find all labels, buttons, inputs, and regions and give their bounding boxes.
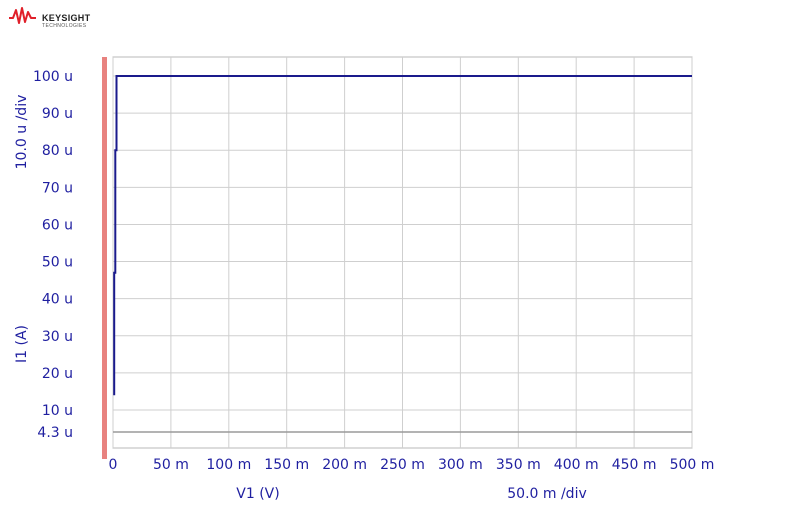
y-tick-labels: 100 u 90 u 80 u 70 u 60 u 50 u 40 u 30 u 20 u 10 … xyxy=(33,69,73,441)
x-tick-label: 200 m xyxy=(322,457,367,473)
y-axis-label: I1 (A) xyxy=(14,325,30,363)
y-tick-label: 80 u xyxy=(42,143,73,159)
x-scale-label: 50.0 m /div xyxy=(507,486,587,502)
y-scale-label: 10.0 u /div xyxy=(14,95,30,170)
brand-name: KEYSIGHT xyxy=(42,13,91,23)
brand-subtitle: TECHNOLOGIES xyxy=(42,23,87,29)
x-tick-label: 400 m xyxy=(554,457,599,473)
x-tick-labels: 0 50 m 100 m 150 m 200 m 250 m 300 m 350 m 400 m… xyxy=(109,457,715,473)
keysight-wave-icon xyxy=(9,7,36,24)
y-tick-label: 20 u xyxy=(42,366,73,382)
keysight-logo: KEYSIGHT TECHNOLOGIES xyxy=(8,6,98,29)
x-tick-label: 350 m xyxy=(496,457,541,473)
x-tick-label: 250 m xyxy=(380,457,425,473)
x-tick-label: 300 m xyxy=(438,457,483,473)
x-tick-label: 450 m xyxy=(612,457,657,473)
y-tick-label: 30 u xyxy=(42,329,73,345)
x-tick-label: 0 xyxy=(109,457,118,473)
x-tick-label: 500 m xyxy=(670,457,715,473)
y-tick-label: 50 u xyxy=(42,255,73,271)
y-tick-label: 4.3 u xyxy=(37,425,73,441)
y-tick-label: 40 u xyxy=(42,292,73,308)
y-tick-label: 70 u xyxy=(42,180,73,196)
x-axis-label: V1 (V) xyxy=(236,486,279,502)
y-tick-label: 100 u xyxy=(33,69,73,85)
marker-bar xyxy=(102,57,107,459)
x-tick-label: 150 m xyxy=(264,457,309,473)
y-tick-label: 90 u xyxy=(42,106,73,122)
y-tick-label: 10 u xyxy=(42,403,73,419)
series-line xyxy=(113,75,692,396)
y-tick-label: 60 u xyxy=(42,217,73,233)
x-tick-label: 100 m xyxy=(206,457,251,473)
x-tick-label: 50 m xyxy=(153,457,189,473)
